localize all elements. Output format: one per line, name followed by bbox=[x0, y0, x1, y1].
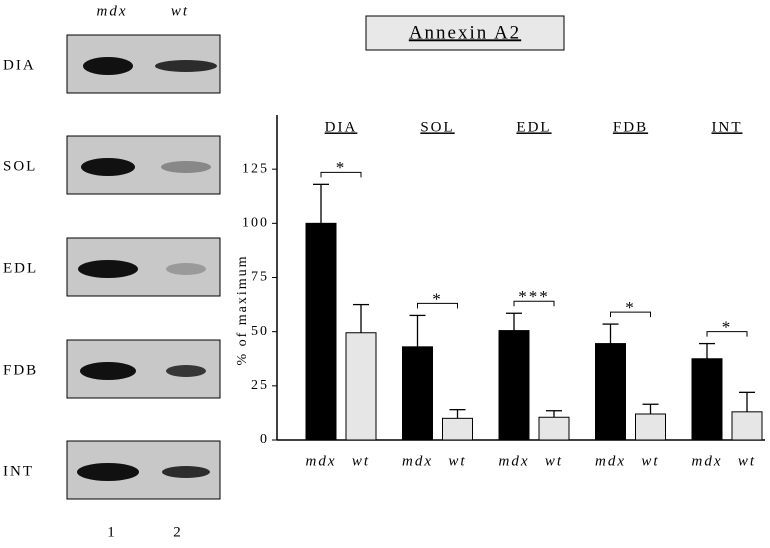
blot-row-label: SOL bbox=[3, 158, 37, 174]
bar bbox=[305, 222, 337, 441]
bar bbox=[442, 417, 473, 441]
lane-number: 1 bbox=[107, 524, 117, 540]
blot-band bbox=[166, 365, 206, 377]
category-label: SOL bbox=[420, 119, 454, 135]
x-tick-label: wt bbox=[641, 453, 659, 469]
bar bbox=[538, 416, 570, 441]
x-tick-label: mdx bbox=[595, 453, 626, 469]
x-tick-label: mdx bbox=[402, 453, 433, 469]
chart-title: Annexin A2 bbox=[409, 22, 521, 43]
blot-band bbox=[80, 362, 136, 380]
x-tick-label: mdx bbox=[499, 453, 530, 469]
blot-band bbox=[161, 161, 211, 173]
significance-bracket bbox=[706, 331, 748, 337]
bar bbox=[498, 330, 530, 441]
lane-label: mdx bbox=[97, 3, 128, 19]
x-tick-label: wt bbox=[448, 453, 466, 469]
significance-label: * bbox=[722, 317, 733, 336]
blot-row-label: DIA bbox=[3, 57, 36, 73]
category-label: FDB bbox=[613, 119, 648, 135]
significance-label: *** bbox=[518, 287, 550, 306]
category-label: EDL bbox=[516, 119, 551, 135]
bar bbox=[731, 411, 763, 441]
significance-bracket bbox=[513, 300, 555, 307]
blot-band bbox=[162, 466, 210, 478]
y-tick-label: 50 bbox=[251, 324, 269, 339]
significance-bracket bbox=[610, 311, 651, 318]
bar bbox=[595, 343, 626, 441]
significance-bracket bbox=[417, 302, 458, 309]
significance-bracket bbox=[320, 171, 362, 178]
blot-band bbox=[155, 60, 217, 72]
x-tick-label: wt bbox=[738, 453, 756, 469]
blot-band bbox=[81, 158, 135, 176]
lane-label: wt bbox=[171, 3, 189, 19]
x-tick-label: mdx bbox=[306, 453, 337, 469]
y-tick-label: 100 bbox=[242, 216, 269, 231]
y-tick-label: 25 bbox=[251, 378, 269, 393]
blot-row-label: EDL bbox=[3, 260, 38, 276]
bar bbox=[345, 332, 377, 441]
blot-band bbox=[166, 263, 206, 275]
blot-row-label: FDB bbox=[3, 362, 38, 378]
y-tick-label: 75 bbox=[251, 270, 269, 285]
y-axis-label: % of maximum bbox=[235, 254, 250, 365]
x-tick-label: wt bbox=[545, 453, 563, 469]
significance-label: * bbox=[432, 289, 443, 308]
lane-number: 2 bbox=[173, 524, 183, 540]
blot-row-label: INT bbox=[3, 463, 34, 479]
significance-label: * bbox=[336, 158, 347, 177]
x-tick-label: mdx bbox=[692, 453, 723, 469]
y-tick-label: 0 bbox=[260, 432, 269, 447]
bar bbox=[635, 413, 666, 441]
title-box bbox=[365, 15, 565, 51]
y-tick-label: 125 bbox=[242, 161, 269, 176]
category-label: DIA bbox=[325, 119, 358, 135]
significance-label: * bbox=[625, 298, 636, 317]
blot-band bbox=[83, 57, 133, 75]
category-label: INT bbox=[712, 119, 743, 135]
bar bbox=[402, 346, 433, 441]
blot-band bbox=[78, 260, 138, 278]
x-tick-label: wt bbox=[352, 453, 370, 469]
blot-band bbox=[77, 463, 139, 481]
bar bbox=[691, 358, 723, 441]
